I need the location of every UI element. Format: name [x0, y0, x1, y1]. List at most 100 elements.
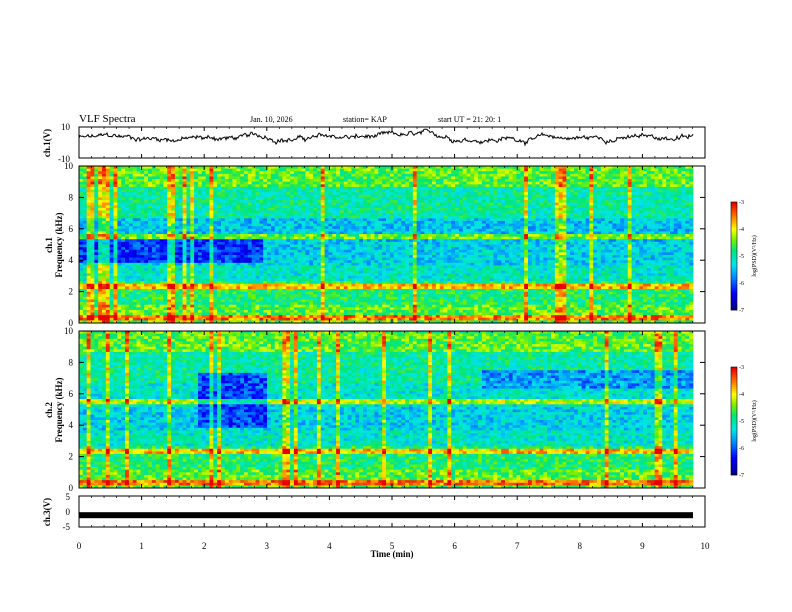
- spectrogram-cell: [129, 216, 133, 219]
- spectrogram-cell: [340, 302, 344, 305]
- spectrogram-cell: [275, 252, 279, 255]
- spectrogram-cell: [309, 255, 313, 258]
- spectrogram-cell: [194, 250, 198, 253]
- spectrogram-cell: [275, 195, 279, 198]
- spectrogram-cell: [286, 179, 290, 182]
- spectrogram-cell: [374, 205, 378, 208]
- spectrogram-cell: [344, 299, 348, 302]
- spectrogram-cell: [394, 197, 398, 200]
- spectrogram-cell: [386, 268, 390, 271]
- spectrogram-cell: [282, 221, 286, 224]
- spectrogram-cell: [328, 187, 332, 190]
- spectrogram-cell: [183, 294, 187, 297]
- spectrogram-cell: [148, 218, 152, 221]
- spectrogram-cell: [378, 302, 382, 305]
- spectrogram-cell: [282, 289, 286, 292]
- spectrogram-cell: [171, 171, 175, 174]
- spectrogram-cell: [156, 250, 160, 253]
- spectrogram-cell: [94, 302, 98, 305]
- spectrogram-cell: [367, 247, 371, 250]
- spectrogram-cell: [336, 192, 340, 195]
- spectrogram-cell: [317, 265, 321, 268]
- spectrogram-cell: [367, 237, 371, 240]
- spectrogram-cell: [98, 210, 102, 213]
- spectrogram-cell: [129, 176, 133, 179]
- spectrogram-cell: [378, 292, 382, 295]
- spectrogram-cell: [121, 184, 125, 187]
- spectrogram-cell: [167, 192, 171, 195]
- spectrogram-cell: [206, 299, 210, 302]
- spectrogram-cell: [129, 271, 133, 274]
- spectrogram-cell: [340, 271, 344, 274]
- spectrogram-cell: [217, 205, 221, 208]
- spectrogram-cell: [252, 273, 256, 276]
- spectrogram-cell: [325, 218, 329, 221]
- spectrogram-cell: [79, 294, 83, 297]
- spectrogram-cell: [121, 234, 125, 237]
- spectrogram-cell: [252, 302, 256, 305]
- spectrogram-cell: [163, 271, 167, 274]
- spectrogram-cell: [279, 273, 283, 276]
- spectrogram-cell: [317, 176, 321, 179]
- spectrogram-cell: [94, 171, 98, 174]
- spectrogram-cell: [202, 195, 206, 198]
- spectrogram-cell: [209, 187, 213, 190]
- spectrogram-cell: [102, 255, 106, 258]
- spectrogram-cell: [140, 286, 144, 289]
- spectrogram-cell: [225, 276, 229, 279]
- spectrogram-cell: [137, 182, 141, 185]
- spectrogram-cell: [221, 200, 225, 203]
- spectrogram-cell: [394, 273, 398, 276]
- spectrogram-cell: [91, 286, 95, 289]
- spectrogram-cell: [221, 205, 225, 208]
- spectrogram-cell: [328, 226, 332, 229]
- spectrogram-cell: [294, 247, 298, 250]
- spectrogram-cell: [175, 310, 179, 313]
- spectrogram-cell: [160, 205, 164, 208]
- spectrogram-cell: [209, 260, 213, 263]
- spectrogram-cell: [374, 242, 378, 245]
- spectrogram-cell: [125, 179, 129, 182]
- ch1-ylabel: ch.1(V): [42, 129, 52, 157]
- spectrogram-cell: [348, 273, 352, 276]
- spectrogram-cell: [259, 187, 263, 190]
- spectrogram-cell: [236, 203, 240, 206]
- spectrogram-cell: [390, 265, 394, 268]
- spectrogram-cell: [340, 179, 344, 182]
- spectrogram-cell: [282, 271, 286, 274]
- spectrogram-cell: [263, 208, 267, 211]
- spectrogram-cell: [382, 192, 386, 195]
- spectrogram-cell: [144, 182, 148, 185]
- spectrogram-cell: [171, 187, 175, 190]
- spectrogram-cell: [233, 200, 237, 203]
- spectrogram-cell: [256, 284, 260, 287]
- spectrogram-cell: [217, 297, 221, 300]
- spectrogram-cell: [175, 286, 179, 289]
- spectrogram-cell: [156, 242, 160, 245]
- spectrogram-cell: [305, 205, 309, 208]
- spectrogram-cell: [121, 315, 125, 318]
- spectrogram-cell: [290, 169, 294, 172]
- figure-title: VLF Spectra: [79, 113, 136, 125]
- spectrogram-cell: [183, 190, 187, 193]
- spectrogram-cell: [259, 210, 263, 213]
- spectrogram-cell: [386, 302, 390, 305]
- spectrogram-cell: [279, 286, 283, 289]
- spectrogram-cell: [294, 318, 298, 321]
- spectrogram-cell: [390, 208, 394, 211]
- spectrogram-cell: [394, 221, 398, 224]
- spectrogram-cell: [83, 184, 87, 187]
- spectrogram-cell: [263, 255, 267, 258]
- spectrogram-cell: [351, 187, 355, 190]
- spectrogram-cell: [282, 176, 286, 179]
- spectrogram-cell: [390, 200, 394, 203]
- spectrogram-cell: [152, 276, 156, 279]
- spectrogram-cell: [248, 299, 252, 302]
- spectrogram-cell: [359, 265, 363, 268]
- spectrogram-cell: [351, 252, 355, 255]
- spectrogram-cell: [332, 281, 336, 284]
- spectrogram-cell: [390, 218, 394, 221]
- spectrogram-cell: [390, 171, 394, 174]
- spectrogram-cell: [317, 224, 321, 227]
- spectrogram-cell: [183, 313, 187, 316]
